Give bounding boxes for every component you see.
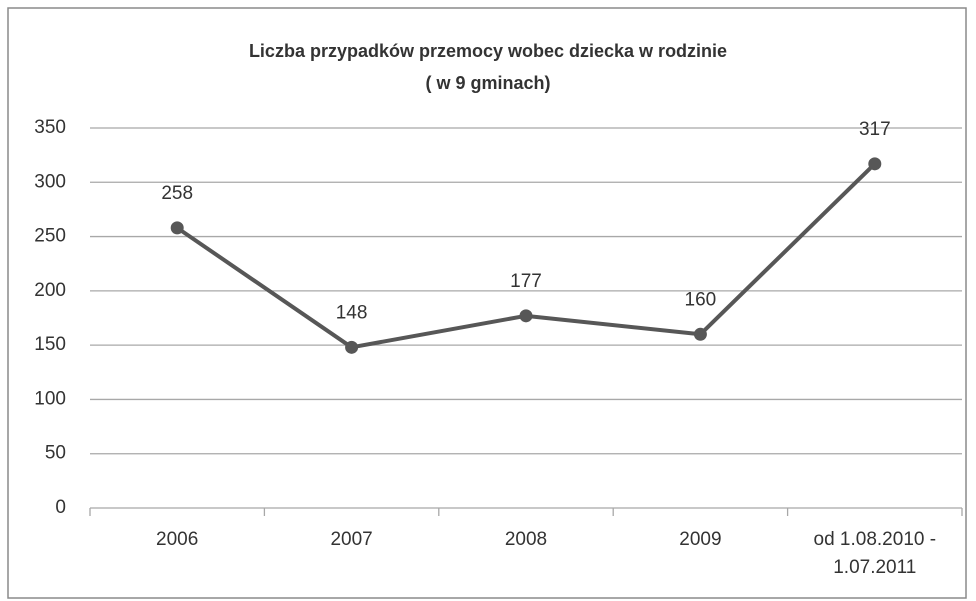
data-label: 160: [685, 289, 717, 310]
data-point: [345, 340, 359, 354]
y-tick-label: 200: [34, 280, 66, 301]
y-tick-label: 350: [34, 117, 66, 138]
chart-title: Liczba przypadków przemocy wobec dziecka…: [249, 41, 727, 61]
x-tick-label: 2006: [156, 529, 199, 550]
y-tick-label: 250: [34, 226, 66, 247]
y-tick-label: 50: [45, 443, 66, 464]
data-point: [519, 309, 533, 323]
x-tick-label: od 1.08.2010 - 1.07.2011: [813, 529, 937, 578]
y-tick-label: 150: [34, 334, 66, 355]
y-tick-label: 300: [34, 171, 66, 192]
data-label: 317: [859, 119, 891, 140]
x-tick-label: 2009: [679, 529, 722, 550]
x-tick-label: 2008: [504, 529, 548, 550]
y-tick-label: 0: [55, 497, 66, 518]
chart-border: [7, 7, 967, 599]
x-tick-label: 2007: [330, 529, 373, 550]
chart-subtitle: ( w 9 gminach): [425, 73, 550, 93]
y-tick-label: 100: [34, 388, 66, 409]
data-label: 177: [510, 271, 542, 292]
data-point: [693, 327, 707, 341]
data-label: 148: [336, 302, 368, 323]
data-label: 258: [161, 183, 193, 204]
data-point: [868, 157, 882, 171]
data-point: [170, 221, 184, 235]
